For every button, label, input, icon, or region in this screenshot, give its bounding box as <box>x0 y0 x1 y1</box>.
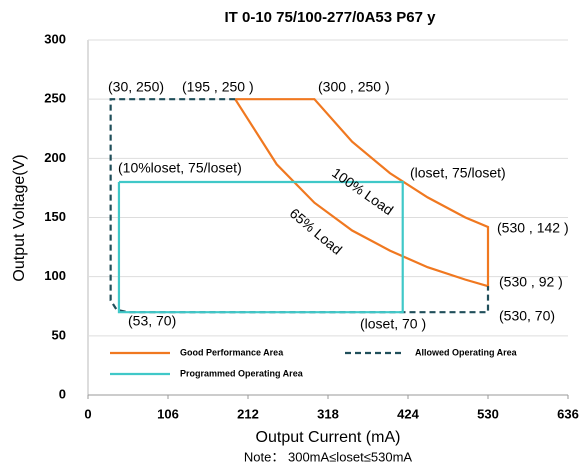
y-tick-label: 300 <box>44 31 66 46</box>
annotation: (195 , 250 ) <box>182 79 254 95</box>
x-tick-label: 530 <box>477 406 499 421</box>
legend-label: Allowed Operating Area <box>415 347 518 357</box>
annotation: (loset, 70 ) <box>360 316 426 332</box>
series-line <box>234 98 490 288</box>
chart-title: IT 0-10 75/100-277/0A53 P67 y <box>225 9 437 26</box>
note: Note： 300mA≤loset≤530mA <box>244 449 413 464</box>
legend-label: Good Performance Area <box>180 347 284 357</box>
y-tick-label: 0 <box>59 386 66 401</box>
y-tick-label: 250 <box>44 91 66 106</box>
annotation: (10%loset, 75/loset) <box>118 160 242 176</box>
series-line <box>117 180 404 314</box>
x-tick-label: 318 <box>317 406 339 421</box>
x-tick-label: 106 <box>157 406 179 421</box>
annotation: (300 , 250 ) <box>318 79 390 95</box>
y-tick-label: 50 <box>52 327 66 342</box>
annotation: (530 , 92 ) <box>499 274 563 290</box>
annotation: (loset, 75/loset) <box>410 165 506 181</box>
annotation: (53, 70) <box>128 313 176 329</box>
y-axis-label: Output Voltage(V) <box>11 154 28 281</box>
x-tick-label: 636 <box>557 406 579 421</box>
x-tick-label: 424 <box>397 406 419 421</box>
legend-label: Programmed Operating Area <box>180 368 304 378</box>
y-tick-label: 150 <box>44 209 66 224</box>
series-line <box>109 98 490 314</box>
annotation: (530 , 142 ) <box>497 220 569 236</box>
annotation: (530, 70) <box>499 308 555 324</box>
x-tick-label: 212 <box>237 406 259 421</box>
annotation: (30, 250) <box>108 79 164 95</box>
x-tick-label: 0 <box>84 406 91 421</box>
y-tick-label: 100 <box>44 268 66 283</box>
annotation: 100% Load <box>329 164 396 218</box>
x-axis-label: Output Current (mA) <box>256 429 401 446</box>
y-tick-label: 200 <box>44 150 66 165</box>
annotation: 65% Load <box>287 205 346 258</box>
